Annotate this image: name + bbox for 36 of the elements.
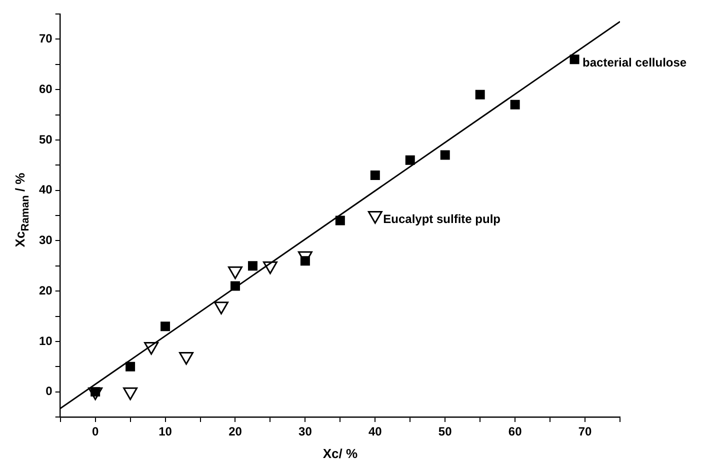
x-tick-label: 20 xyxy=(228,424,242,439)
x-tick-label: 30 xyxy=(298,424,312,439)
x-tick-label: 0 xyxy=(92,424,99,439)
point xyxy=(570,54,580,64)
y-tick-label: 70 xyxy=(38,32,53,46)
x-axis-title: Xc/ % xyxy=(322,446,358,461)
point xyxy=(262,261,278,274)
point xyxy=(179,352,194,365)
x-tick-label: 10 xyxy=(158,424,172,439)
y-tick-label: 10 xyxy=(38,334,53,348)
point xyxy=(368,211,382,224)
y-tick-label: 0 xyxy=(46,384,53,398)
x-tick-label: 40 xyxy=(368,424,382,439)
point xyxy=(248,261,258,271)
point xyxy=(228,266,242,280)
y-tick-label: 40 xyxy=(38,182,53,197)
point xyxy=(405,155,415,165)
point xyxy=(144,342,159,355)
point xyxy=(214,302,228,314)
point xyxy=(475,90,485,100)
x-tick-label: 70 xyxy=(578,424,592,439)
annotation: Eucalypt sulfite pulp xyxy=(383,212,501,226)
y-tick-label: 20 xyxy=(38,283,53,298)
point xyxy=(123,387,138,400)
x-tick-label: 60 xyxy=(508,424,522,439)
point xyxy=(230,281,240,291)
point xyxy=(335,216,345,226)
point xyxy=(370,170,380,180)
point xyxy=(440,150,450,160)
annotation: bacterial cellulose xyxy=(582,56,687,70)
point xyxy=(510,100,520,110)
x-tick-label: 50 xyxy=(438,424,452,439)
y-tick-label: 30 xyxy=(38,233,53,247)
y-tick-label: 60 xyxy=(38,82,53,96)
point xyxy=(160,322,170,332)
y-tick-label: 50 xyxy=(38,132,53,146)
